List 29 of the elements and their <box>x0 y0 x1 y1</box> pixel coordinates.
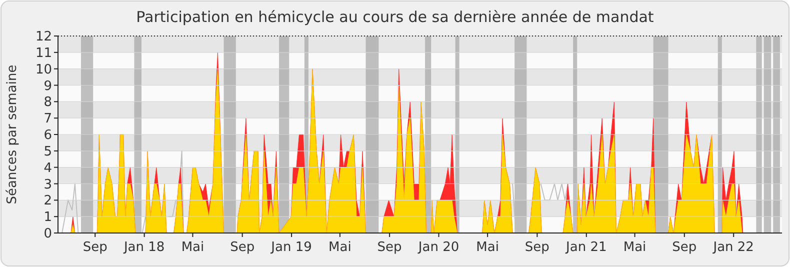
x-tick-label: Jan 21 <box>565 240 607 255</box>
x-tick-label: Sep <box>524 240 550 255</box>
y-tick-label: 3 <box>44 177 52 192</box>
x-tick-label: Jan 20 <box>417 240 460 255</box>
x-tick-label: Jan 22 <box>712 240 754 255</box>
y-tick-label: 7 <box>44 112 52 127</box>
x-tick-label: Sep <box>377 240 402 255</box>
y-tick-label: 10 <box>35 62 52 78</box>
x-tick-label: Sep <box>82 240 108 255</box>
x-tick-label: Mai <box>476 240 499 255</box>
x-tick-label: Sep <box>230 240 255 255</box>
x-tick-label: Sep <box>672 240 697 255</box>
x-tick-label: Jan 18 <box>122 240 165 255</box>
y-tick-label: 12 <box>35 30 52 45</box>
y-tick-label: 5 <box>44 144 52 160</box>
y-tick-label: 0 <box>44 226 52 242</box>
y-axis-title: Séances par semaine <box>5 64 20 204</box>
x-tick-label: Jan 19 <box>270 240 312 255</box>
y-tick-label: 11 <box>35 46 52 61</box>
y-tick-label: 8 <box>44 95 52 110</box>
x-tick-label: Mai <box>623 240 646 255</box>
y-tick-label: 6 <box>44 128 52 144</box>
chart-title: Participation en hémicycle au cours de sa dernière année de mandat <box>136 8 654 26</box>
y-tick-label: 9 <box>44 78 52 94</box>
y-tick-label: 1 <box>44 210 52 226</box>
y-tick-label: 4 <box>44 160 52 176</box>
x-tick-label: Mai <box>328 240 352 255</box>
y-tick-label: 2 <box>44 194 52 209</box>
x-tick-label: Mai <box>181 240 204 255</box>
